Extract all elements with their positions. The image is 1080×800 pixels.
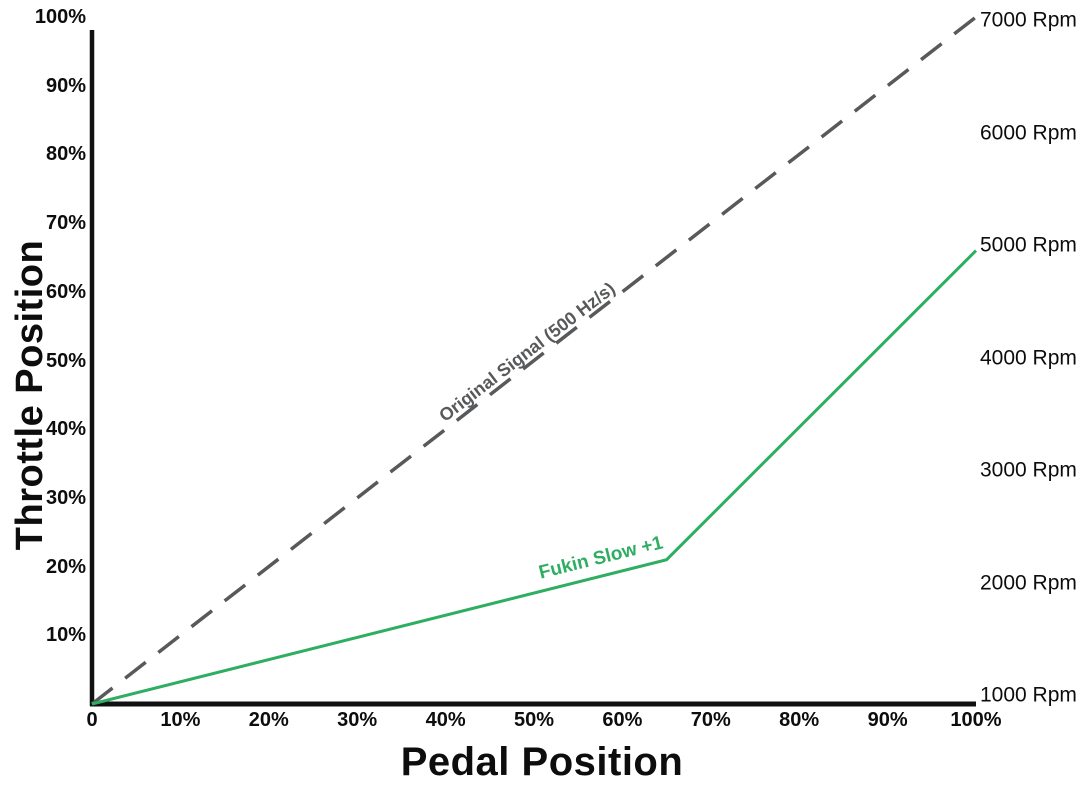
- y-tick-label-left: 80%: [45, 143, 86, 166]
- x-axis-title: Pedal Position: [400, 740, 684, 784]
- y-tick-label-left: 100%: [34, 6, 86, 28]
- y-tick-label-left: 70%: [45, 212, 86, 235]
- y-tick-label-left: 40%: [45, 418, 86, 441]
- y-tick-label-left: 90%: [45, 74, 86, 97]
- y-tick-label-right: 3000 Rpm: [980, 458, 1077, 482]
- y-tick-label-left: 50%: [45, 349, 86, 372]
- y-tick-label-right: 2000 Rpm: [980, 571, 1077, 594]
- x-tick-label: 80%: [779, 709, 820, 731]
- x-tick-label: 30%: [337, 709, 378, 731]
- x-tick-label: 0: [86, 709, 98, 731]
- y-tick-label-right: 6000 Rpm: [980, 121, 1077, 144]
- x-tick-label: 100%: [950, 709, 1002, 731]
- x-tick-label: 10%: [160, 709, 201, 731]
- y-tick-label-left: 30%: [45, 486, 86, 509]
- y-tick-label-left: 10%: [45, 624, 86, 647]
- x-tick-label: 90%: [867, 709, 908, 731]
- y-tick-label-right: 7000 Rpm: [980, 8, 1077, 32]
- y-tick-label-right: 5000 Rpm: [980, 233, 1077, 257]
- y-axis-title: Throttle Position: [9, 239, 51, 551]
- x-tick-label: 70%: [690, 709, 731, 731]
- x-tick-label: 40%: [425, 709, 466, 731]
- x-tick-label: 50%: [513, 709, 555, 731]
- x-tick-label: 20%: [248, 709, 289, 731]
- x-tick-label: 60%: [602, 709, 643, 731]
- y-tick-label-right: 1000 Rpm: [980, 683, 1077, 707]
- series-line-1: [91, 249, 978, 706]
- y-tick-label-left: 20%: [45, 555, 86, 578]
- series-line-0: [90, 15, 978, 706]
- y-tick-label-right: 4000 Rpm: [980, 346, 1077, 369]
- y-tick-label-left: 60%: [45, 280, 86, 303]
